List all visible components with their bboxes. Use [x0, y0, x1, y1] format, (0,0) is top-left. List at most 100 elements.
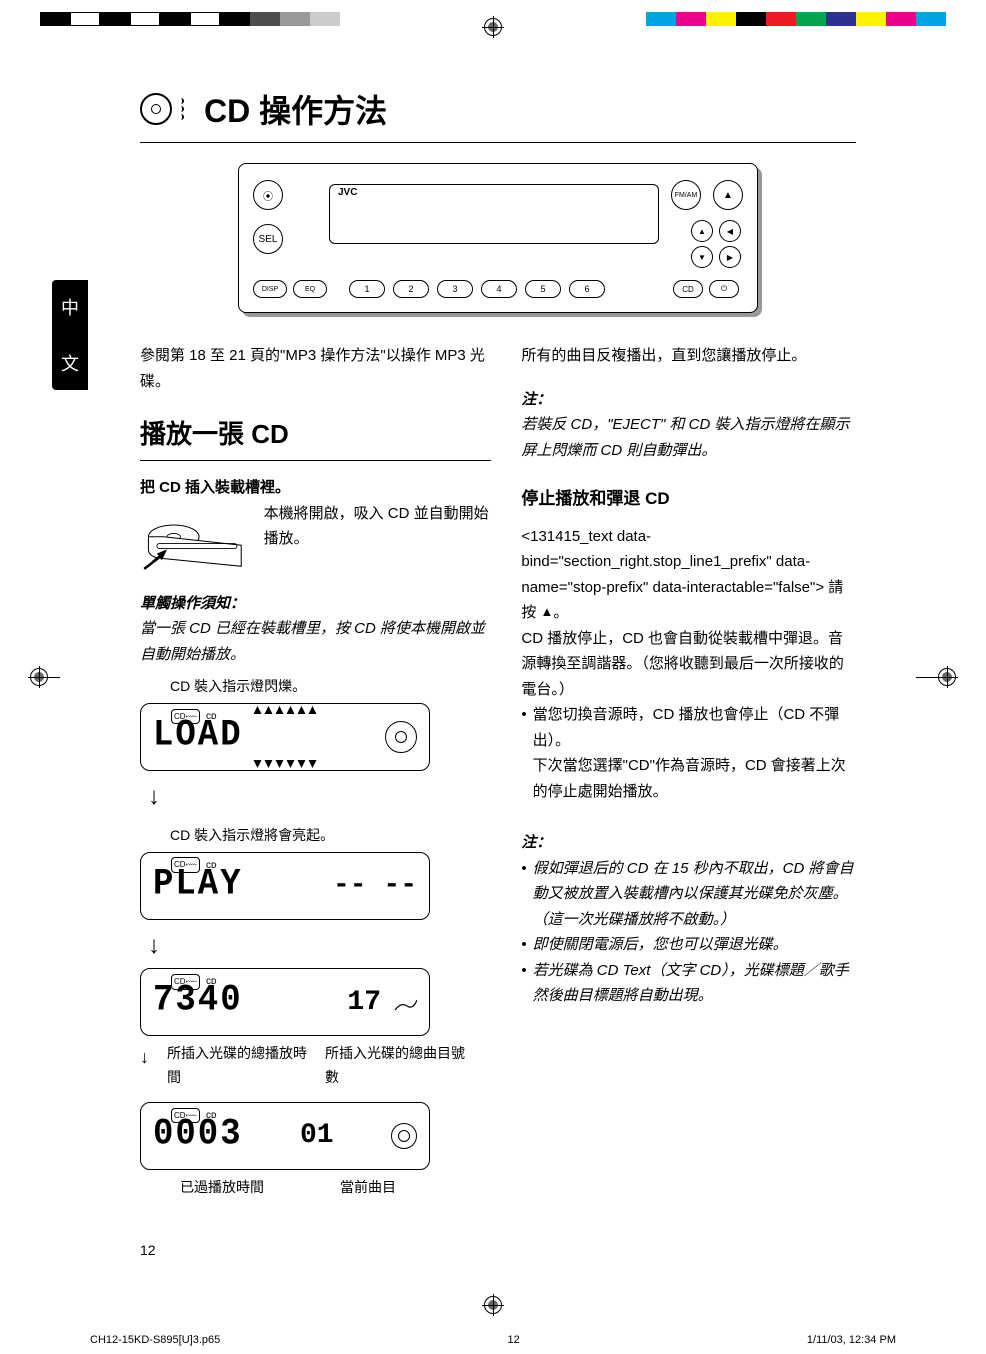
registration-mark-icon — [484, 1296, 502, 1314]
color-swatches-left — [40, 12, 340, 26]
note-1: 注： 若裝反 CD，"EJECT" 和 CD 裝入指示燈將在顯示屏上閃爍而 CD… — [521, 387, 856, 464]
device-button: FM/AM — [671, 180, 701, 210]
note2-list: 假如彈退后的 CD 在 15 秒內不取出，CD 將會自動又被放置入裝載槽內以保護… — [521, 856, 856, 1009]
list-item: • 當您切換音源時，CD 播放也會停止（CD 不彈出）。 下次當您選擇"CD"作… — [521, 702, 856, 804]
stop-body: CD 播放停止，CD 也會自動從裝載槽中彈退。音源轉換至調諧器。（您將收聽到最后… — [521, 626, 856, 703]
signal-icon — [393, 992, 417, 1012]
panel-load: CD⬳ᴄᴅ LOAD — [140, 703, 430, 771]
stop-bullet-cont: 下次當您選擇"CD"作為音源時，CD 會接著上次的停止處開始播放。 — [533, 757, 846, 800]
device-number-button: 3 — [437, 280, 473, 298]
play-heading: 播放一張 CD — [140, 412, 491, 456]
registration-bar-top — [0, 10, 986, 28]
list-item: 即使關閉電源后，您也可以彈退光碟。 — [521, 932, 856, 958]
title-row: CD 操作方法 — [140, 86, 856, 132]
note1-body: 若裝反 CD，"EJECT" 和 CD 裝入指示燈將在顯示屏上閃爍而 CD 則自… — [521, 416, 849, 459]
label-total-tracks: 所插入光碟的總曲目號數 — [325, 1042, 465, 1090]
disc-spin-icon — [391, 1123, 417, 1149]
note2-head: 注： — [521, 830, 856, 856]
arrow-down-icon: ↓ — [148, 926, 491, 967]
language-tab: 中 文 — [52, 280, 88, 390]
caption-load: CD 裝入指示燈閃爍。 — [140, 675, 491, 699]
one-touch-note: 單觸操作須知： 當一張 CD 已經在裝載槽里，按 CD 將使本機開啟並自動開始播… — [140, 591, 491, 668]
panel-play-text: PLAY — [153, 854, 243, 918]
note2-b3: 若光碟為 CD Text（文字 CD），光碟標題／歌手然後曲目標題將自動出現。 — [533, 958, 856, 1009]
note1-head: 注： — [521, 391, 551, 408]
tab-char-1: 中 — [61, 294, 79, 320]
panel-load-text: LOAD — [153, 705, 243, 769]
footer-meta: CH12-15KD-S895[U]3.p65 12 1/11/03, 12:34… — [0, 1334, 986, 1346]
registration-mark-icon — [484, 18, 502, 36]
footer-file: CH12-15KD-S895[U]3.p65 — [90, 1334, 220, 1346]
device-button: EQ — [293, 280, 327, 298]
intro-text: 參閱第 18 至 21 頁的"MP3 操作方法"以操作 MP3 光碟。 — [140, 343, 491, 394]
panel-elapsed-text: 0003 — [153, 1104, 243, 1168]
left-column: 參閱第 18 至 21 頁的"MP3 操作方法"以操作 MP3 光碟。 播放一張… — [140, 343, 491, 1200]
caption-play: CD 裝入指示燈將會亮起。 — [140, 824, 491, 848]
device-button: CD — [673, 280, 703, 298]
stop-prefix: 請按 — [521, 579, 843, 622]
cd-icon — [140, 93, 172, 125]
arrow-down-icon: ↓ — [148, 777, 491, 818]
eject-icon: ▲ — [541, 601, 554, 623]
repeat-line: 所有的曲目反複播出，直到您讓播放停止。 — [521, 343, 856, 369]
list-item: 假如彈退后的 CD 在 15 秒內不取出，CD 將會自動又被放置入裝載槽內以保護… — [521, 856, 856, 933]
device-nav-buttons: ▲ ◀ ▼ ▶ — [691, 220, 743, 268]
device-number-buttons: 123456 — [349, 280, 605, 298]
crop-mark-right — [916, 657, 956, 697]
content-area: CD 操作方法 ⦿ SEL ▲ FM/AM JVC ▲ ◀ ▼ ▶ 123456… — [70, 50, 916, 1280]
sub-labels-1: ↓ 所插入光碟的總播放時間 所插入光碟的總曲目號數 — [140, 1042, 491, 1090]
footer-page: 12 — [507, 1334, 519, 1346]
registration-bar-bottom — [0, 1296, 986, 1314]
device-illustration: ⦿ SEL ▲ FM/AM JVC ▲ ◀ ▼ ▶ 123456 CD ⏻ DI… — [238, 163, 758, 313]
device-number-button: 5 — [525, 280, 561, 298]
stop-bullet: 當您切換音源時，CD 播放也會停止（CD 不彈出）。 — [533, 706, 840, 749]
device-button: ⏻ — [709, 280, 739, 298]
stop-suffix: 。 — [553, 604, 568, 621]
title-underline — [140, 142, 856, 143]
sound-waves-icon — [178, 98, 184, 120]
panel-time-right: 17 — [347, 979, 381, 1027]
panel-elapsed: CD⬳ᴄᴅ 0003 01 — [140, 1102, 430, 1170]
device-eject-button: ▲ — [713, 180, 743, 210]
color-swatches-right — [646, 12, 946, 26]
display-panels: CD 裝入指示燈閃爍。 CD⬳ᴄᴅ LOAD ↓ CD 裝入指示燈將會亮起。 C… — [140, 675, 491, 1200]
note2-b2: 即使關閉電源后，您也可以彈退光碟。 — [533, 932, 788, 958]
footer-datetime: 1/11/03, 12:34 PM — [807, 1334, 896, 1346]
page-number: 12 — [140, 1242, 156, 1258]
stop-bullets: • 當您切換音源時，CD 播放也會停止（CD 不彈出）。 下次當您選擇"CD"作… — [521, 702, 856, 804]
panel-time-text: 7340 — [153, 971, 243, 1035]
device-button: DISP — [253, 280, 287, 298]
crop-mark-left — [30, 657, 70, 697]
device-screen: JVC — [329, 184, 659, 244]
tab-char-2: 文 — [61, 350, 79, 376]
device-number-button: 1 — [349, 280, 385, 298]
stop-line-1: <131415_text data-bind="section_right.st… — [521, 524, 856, 626]
label-elapsed: 已過播放時間 — [180, 1176, 320, 1200]
step1-body: 本機將開啟，吸入 CD 並自動開始播放。 — [264, 501, 492, 552]
device-number-button: 6 — [569, 280, 605, 298]
cd-slot-icon — [140, 501, 250, 581]
columns: 參閱第 18 至 21 頁的"MP3 操作方法"以操作 MP3 光碟。 播放一張… — [140, 343, 856, 1200]
device-button: ⦿ — [253, 180, 283, 210]
one-touch-body: 當一張 CD 已經在裝載槽里，按 CD 將使本機開啟並自動開始播放。 — [140, 620, 485, 663]
device-number-button: 2 — [393, 280, 429, 298]
disc-spin-icon — [385, 721, 417, 753]
cd-insert-diagram: 本機將開啟，吸入 CD 並自動開始播放。 — [140, 501, 491, 581]
sub-labels-2: 已過播放時間 當前曲目 — [140, 1176, 491, 1200]
device-number-button: 4 — [481, 280, 517, 298]
right-column: 所有的曲目反複播出，直到您讓播放停止。 注： 若裝反 CD，"EJECT" 和 … — [521, 343, 856, 1200]
label-total-time: 所插入光碟的總播放時間 — [167, 1042, 307, 1090]
panel-total-time: CD⬳ᴄᴅ 7340 17 — [140, 968, 430, 1036]
brand-label: JVC — [338, 187, 357, 198]
label-current: 當前曲目 — [340, 1176, 480, 1200]
one-touch-head: 單觸操作須知： — [140, 595, 245, 612]
page-frame: 中 文 CD 操作方法 ⦿ SEL ▲ FM/AM JVC ▲ ◀ ▼ ▶ — [70, 50, 916, 1280]
note2-b1: 假如彈退后的 CD 在 15 秒內不取出，CD 將會自動又被放置入裝載槽內以保護… — [533, 856, 856, 933]
stop-heading: 停止播放和彈退 CD — [521, 485, 856, 514]
panel-play-right: -- -- — [333, 862, 417, 910]
panel-elapsed-right: 01 — [300, 1112, 334, 1160]
page-title: CD 操作方法 — [204, 86, 387, 132]
panel-play: CD⬳ᴄᴅ PLAY -- -- — [140, 852, 430, 920]
device-button: SEL — [253, 224, 283, 254]
heading-underline — [140, 460, 491, 461]
